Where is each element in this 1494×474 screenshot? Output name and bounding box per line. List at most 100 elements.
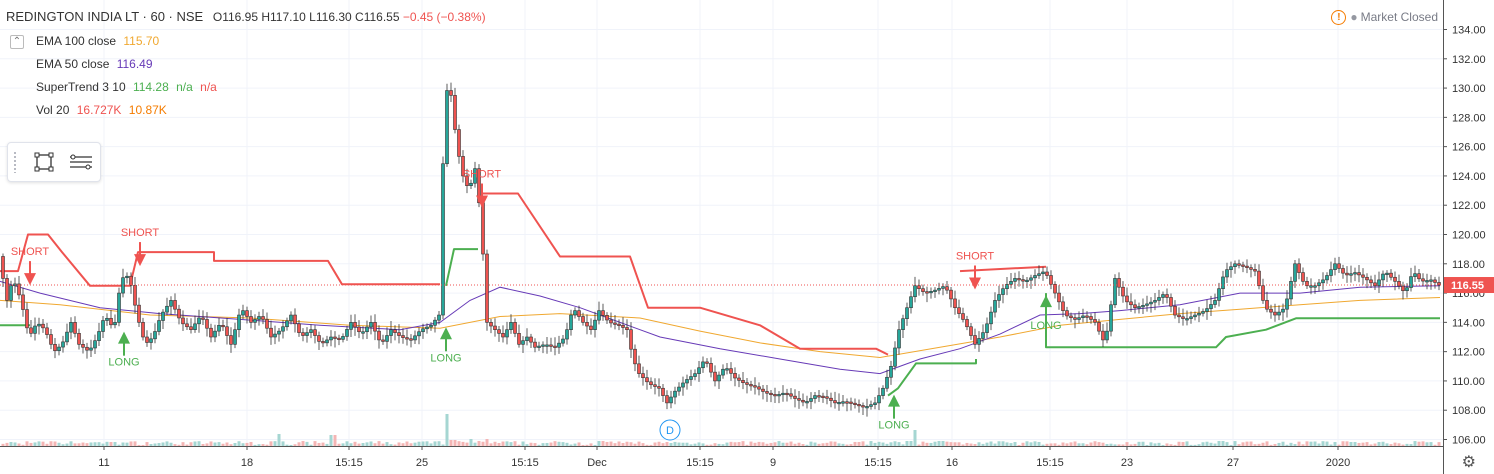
candle-body (781, 392, 785, 396)
candle-body (1361, 274, 1365, 278)
volume-bar (269, 441, 273, 446)
volume-bar (137, 444, 141, 446)
candle-body (1021, 279, 1025, 282)
candle-body (265, 319, 269, 329)
volume-bar (765, 443, 769, 446)
volume-bar (29, 442, 33, 446)
volume-bar (145, 442, 149, 446)
volume-bar (1101, 442, 1105, 446)
close-value: 116.55 (363, 10, 400, 24)
ohlc-values: O116.95 H117.10 L116.30 C116.55 −0.45 (−… (213, 10, 486, 24)
menu-lines-icon[interactable] (66, 148, 96, 176)
volume-bar (513, 441, 517, 446)
time-tick-label: 15:15 (335, 457, 363, 469)
volume-bar (941, 441, 945, 446)
candle-body (481, 202, 485, 255)
price-tick-label: 114.00 (1452, 317, 1485, 329)
candle-body (933, 289, 937, 292)
candle-body (617, 323, 621, 326)
collapse-icon[interactable]: ⌃ (10, 35, 24, 49)
volume-bar (397, 442, 401, 446)
candle-body (805, 401, 809, 404)
indicator-name: EMA 50 close (36, 57, 110, 71)
volume-bar (821, 443, 825, 446)
price-tick-label: 108.00 (1452, 405, 1486, 417)
volume-bar (701, 443, 705, 446)
candle-body (937, 288, 941, 291)
candle-body (165, 305, 169, 313)
candle-body (1381, 273, 1385, 281)
candle-body (485, 253, 489, 323)
volume-bar (493, 441, 497, 446)
candle-body (397, 332, 401, 336)
candle-body (197, 317, 201, 325)
volume-bar (1325, 441, 1329, 446)
candle-body (729, 368, 733, 374)
volume-bar (469, 439, 473, 446)
volume-bar (901, 444, 905, 446)
candle-body (425, 326, 429, 330)
candle-body (1177, 314, 1181, 318)
candle-body (869, 404, 873, 407)
volume-bar (957, 442, 961, 446)
candle-body (1393, 276, 1397, 282)
long-signal-arrow (118, 331, 130, 344)
volume-bar (561, 442, 565, 446)
volume-bar (301, 441, 305, 446)
candle-body (1281, 308, 1285, 313)
symbol-title[interactable]: REDINGTON INDIA LT · 60 · NSE (6, 9, 204, 24)
candle-body (1421, 278, 1425, 282)
indicator-supertrend[interactable]: SuperTrend 3 10 114.28 n/a n/a (36, 80, 217, 94)
candle-body (129, 275, 133, 286)
volume-bar (865, 444, 869, 446)
indicator-volume[interactable]: Vol 20 16.727K 10.87K (36, 103, 167, 117)
drag-handle-icon[interactable] (13, 151, 17, 173)
candle-body (625, 327, 629, 330)
settings-gear-icon[interactable]: ⚙ (1461, 454, 1476, 471)
volume-bar (1317, 443, 1321, 446)
candle-body (1193, 314, 1197, 318)
high-label: H (261, 10, 271, 24)
volume-bar (557, 441, 561, 446)
volume-bar (1117, 444, 1121, 446)
rectangle-tool-icon[interactable] (30, 148, 58, 176)
candle-body (605, 315, 609, 321)
market-status[interactable]: ! ● Market Closed (1331, 10, 1438, 26)
volume-bar (457, 441, 461, 446)
indicator-ema50[interactable]: EMA 50 close 116.49 (36, 57, 153, 71)
symbol-header[interactable]: REDINGTON INDIA LT · 60 · NSE O116.95 H1… (6, 9, 486, 24)
time-tick-label: 9 (770, 457, 776, 469)
price-tick-label: 120.00 (1452, 230, 1486, 242)
candle-body (717, 374, 721, 382)
candle-body (1057, 292, 1061, 303)
candle-body (453, 95, 457, 130)
time-tick-label: 15:15 (1036, 457, 1064, 469)
candle-body (225, 326, 229, 336)
candle-body (1089, 316, 1093, 320)
candle-body (125, 275, 129, 279)
price-tick-label: 132.00 (1452, 54, 1486, 66)
candle-body (117, 292, 121, 323)
indicator-ema100[interactable]: EMA 100 close 115.70 (36, 34, 159, 48)
volume-bar (629, 442, 633, 446)
candle-body (181, 317, 185, 325)
candle-body (97, 331, 101, 341)
open-value: 116.95 (222, 10, 258, 24)
volume-bar (1413, 441, 1417, 446)
volume-bar (717, 443, 721, 446)
volume-bar (1393, 442, 1397, 446)
volume-bar (1365, 442, 1369, 446)
candle-body (681, 382, 685, 388)
volume-bar (225, 442, 229, 446)
volume-bar (529, 442, 533, 446)
drawing-toolbar (7, 142, 101, 182)
candle-body (157, 320, 161, 332)
volume-bar (1233, 441, 1237, 446)
candle-body (409, 338, 413, 341)
volume-bar (1313, 441, 1317, 446)
candle-body (1033, 275, 1037, 279)
candle-body (93, 340, 97, 349)
candle-body (861, 405, 865, 408)
volume-bar (913, 430, 917, 446)
